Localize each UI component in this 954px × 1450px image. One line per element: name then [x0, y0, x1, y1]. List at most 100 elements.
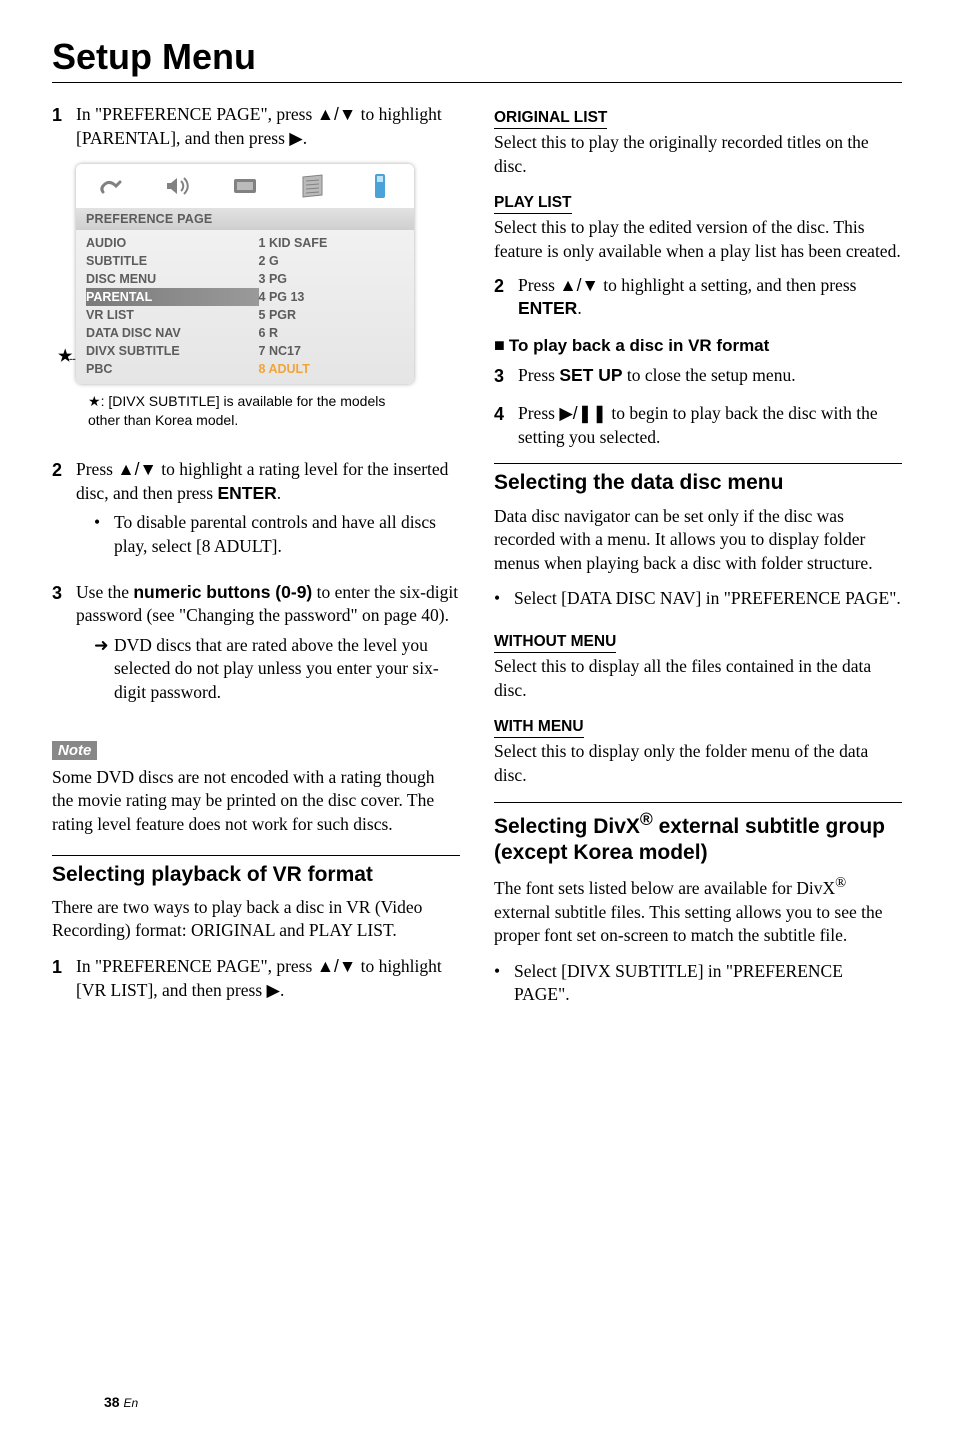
step-number: 3 [494, 364, 518, 388]
text: . [577, 298, 581, 318]
bullet-text: DVD discs that are rated above the level… [114, 634, 460, 705]
bullet: • Select [DIVX SUBTITLE] in "PREFERENCE … [494, 960, 902, 1007]
bullet: • To disable parental controls and have … [94, 511, 460, 558]
pref-right-row: 1 KID SAFE [259, 234, 414, 252]
pref-left-row: AUDIO [86, 234, 259, 252]
text: . [303, 128, 307, 148]
up-down-arrows: ▲/▼ [317, 956, 357, 976]
pref-right-row: 7 NC17 [259, 342, 414, 360]
section-rule [494, 463, 902, 464]
square-icon: ■ [494, 335, 505, 355]
text: . [277, 483, 281, 503]
preference-left-column: AUDIOSUBTITLEDISC MENUPARENTALVR LISTDAT… [76, 234, 259, 378]
arrow-icon: ➜ [94, 634, 114, 705]
text: . [280, 980, 284, 1000]
pref-right-row: 8 ADULT [259, 360, 414, 378]
bullet-marker: • [94, 511, 114, 558]
right-arrow: ▶ [267, 980, 280, 1000]
text: Use the [76, 582, 133, 602]
play-pause-icon: ▶/❚❚ [559, 403, 607, 423]
step-number: 2 [52, 458, 76, 567]
registered-mark: ® [835, 875, 846, 891]
section-heading-vr: Selecting playback of VR format [52, 862, 460, 888]
pref-right-row: 4 PG 13 [259, 288, 414, 306]
pref-right-row: 3 PG [259, 270, 414, 288]
preference-page-header: PREFERENCE PAGE [76, 208, 414, 230]
text: Press [518, 403, 559, 423]
up-down-arrows: ▲/▼ [317, 104, 357, 124]
vr-step-1: 1 In "PREFERENCE PAGE", press ▲/▼ to hig… [52, 955, 460, 1002]
left-step-2: 2 Press ▲/▼ to highlight a rating level … [52, 458, 460, 567]
pref-left-row: SUBTITLE [86, 252, 259, 270]
page-language: En [123, 1396, 138, 1410]
note-label: Note [52, 741, 97, 760]
pref-left-row: PARENTAL [86, 288, 259, 306]
text: In "PREFERENCE PAGE", press [76, 956, 317, 976]
preference-table: AUDIOSUBTITLEDISC MENUPARENTALVR LISTDAT… [76, 230, 414, 384]
step-number: 1 [52, 955, 76, 1002]
play-list-heading: PLAY LIST [494, 194, 572, 214]
heading-text: Selecting DivX [494, 815, 640, 838]
section-heading-data: Selecting the data disc menu [494, 470, 902, 496]
tab-list-icon [279, 164, 347, 208]
with-menu-heading: WITH MENU [494, 718, 584, 738]
bullet-text: Select [DATA DISC NAV] in "PREFERENCE PA… [514, 587, 901, 611]
bullet-marker: • [494, 587, 514, 611]
bullet-marker: • [494, 960, 514, 1007]
enter-button-label: ENTER [518, 298, 577, 318]
tab-audio-icon [144, 164, 212, 208]
screenshot-caption: ★: [DIVX SUBTITLE] is available for the … [88, 392, 388, 430]
pref-left-row: DIVX SUBTITLE [86, 342, 259, 360]
up-down-arrows: ▲/▼ [559, 275, 599, 295]
step-number: 2 [494, 274, 518, 321]
bullet-text: To disable parental controls and have al… [114, 511, 460, 558]
bullet-text: Select [DIVX SUBTITLE] in "PREFERENCE PA… [514, 960, 902, 1007]
pref-right-row: 6 R [259, 324, 414, 342]
step-number: 4 [494, 402, 518, 449]
without-menu-heading: WITHOUT MENU [494, 633, 616, 653]
title-rule [52, 82, 902, 83]
pref-right-row: 2 G [259, 252, 414, 270]
pref-left-row: DISC MENU [86, 270, 259, 288]
without-menu-body: Select this to display all the files con… [494, 655, 902, 702]
left-step-3: 3 Use the numeric buttons (0-9) to enter… [52, 581, 460, 713]
text: to close the setup menu. [623, 365, 796, 385]
tab-general-icon [76, 164, 144, 208]
tab-bar [76, 164, 414, 208]
preference-right-column: 1 KID SAFE2 G3 PG4 PG 135 PGR6 R7 NC178 … [259, 234, 414, 378]
pref-left-row: VR LIST [86, 306, 259, 324]
right-step-2: 2 Press ▲/▼ to highlight a setting, and … [494, 274, 902, 321]
caption-text: : [DIVX SUBTITLE] is available for the m… [88, 393, 385, 428]
star-icon: ★ [88, 393, 101, 409]
step-number: 1 [52, 103, 76, 150]
original-list-heading: ORIGINAL LIST [494, 109, 607, 129]
preference-page-screenshot: ★ ...... [58, 164, 414, 384]
arrow-bullet: ➜ DVD discs that are rated above the lev… [94, 634, 460, 705]
section-heading-divx: Selecting DivX® external subtitle group … [494, 809, 902, 867]
right-step-4: 4 Press ▶/❚❚ to begin to play back the d… [494, 402, 902, 449]
tab-preference-icon [346, 164, 414, 208]
page-title: Setup Menu [52, 36, 902, 78]
right-column: ORIGINAL LIST Select this to play the or… [494, 103, 902, 1016]
page-number: 38 [104, 1394, 120, 1410]
registered-mark: ® [640, 809, 653, 829]
tab-video-icon [211, 164, 279, 208]
text: In "PREFERENCE PAGE", press [76, 104, 317, 124]
text: external subtitle files. This setting al… [494, 902, 883, 946]
section-para: Data disc navigator can be set only if t… [494, 505, 902, 576]
setup-button-label: SET UP [559, 365, 622, 385]
pref-left-row: DATA DISC NAV [86, 324, 259, 342]
text: Press [76, 459, 117, 479]
pref-left-row: PBC [86, 360, 259, 378]
left-step-1: 1 In "PREFERENCE PAGE", press ▲/▼ to hig… [52, 103, 460, 150]
bullet: • Select [DATA DISC NAV] in "PREFERENCE … [494, 587, 902, 611]
section-rule [52, 855, 460, 856]
page-footer: 38 En [104, 1394, 138, 1410]
text: to highlight a setting, and then press [599, 275, 857, 295]
right-arrow: ▶ [289, 128, 302, 148]
square-heading: ■To play back a disc in VR format [494, 335, 902, 356]
text: Press [518, 275, 559, 295]
with-menu-body: Select this to display only the folder m… [494, 740, 902, 787]
text: Press [518, 365, 559, 385]
right-step-3: 3 Press SET UP to close the setup menu. [494, 364, 902, 388]
